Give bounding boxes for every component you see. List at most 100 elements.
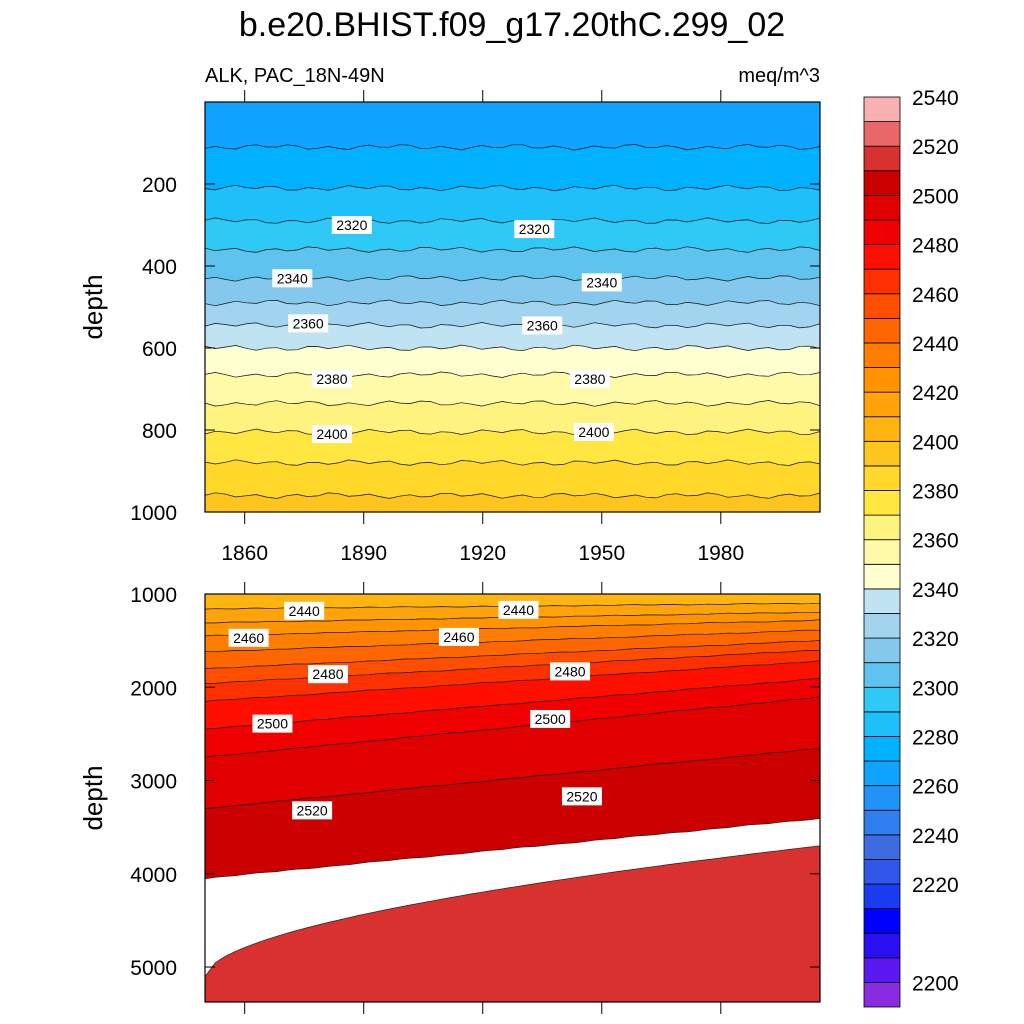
contour-label: 2320 (331, 216, 372, 234)
x-tick-label: 1890 (340, 542, 387, 565)
colorbar-swatch (863, 317, 901, 344)
contour-label-text: 2320 (519, 221, 550, 237)
contour-label-text: 2480 (554, 663, 585, 679)
colorbar-label: 2300 (912, 677, 959, 700)
contour-label: 2500 (252, 714, 293, 733)
contour-label-text: 2400 (316, 426, 347, 442)
contour-band (205, 845, 820, 1002)
colorbar-swatch (863, 613, 901, 639)
colorbar-swatch (863, 834, 901, 860)
contour-band (205, 371, 820, 407)
chart-subtitle-left: ALK, PAC_18N-49N (205, 65, 385, 87)
colorbar-label: 2480 (912, 235, 959, 258)
colorbar-label: 2320 (912, 628, 959, 651)
colorbar-swatch (863, 957, 901, 983)
colorbar-swatch (863, 121, 901, 147)
y-tick-label: 600 (142, 338, 177, 361)
contour-label: 2520 (561, 787, 602, 806)
colorbar-swatch (863, 588, 901, 614)
contour-label-text: 2380 (316, 371, 347, 387)
colorbar-swatch (863, 637, 901, 664)
contour-band (205, 184, 820, 224)
colorbar-label: 2500 (912, 185, 959, 208)
contour-label-text: 2320 (336, 217, 367, 233)
y-tick-label: 3000 (130, 771, 177, 794)
lower-depth-panel: 2440 2440 2460 2460 2480 2480 2500 2500 2520 2520… (78, 582, 821, 1014)
colorbar-swatch (863, 194, 901, 221)
colorbar-swatch (863, 563, 901, 590)
colorbar-label: 2460 (912, 284, 959, 307)
colorbar-swatch (863, 686, 901, 713)
contour-label: 2460 (438, 627, 479, 646)
colorbar-label: 2240 (912, 825, 959, 848)
contour-label: 2440 (284, 601, 325, 620)
contour-label-text: 2520 (566, 788, 597, 804)
contour-label: 2460 (228, 628, 269, 647)
colorbar-label: 2420 (912, 382, 959, 405)
colorbar-swatch (863, 342, 901, 368)
x-tick-label: 1920 (459, 542, 506, 565)
contour-label-text: 2480 (312, 666, 343, 682)
y-tick-label: 1000 (130, 502, 177, 525)
colorbar-swatch (863, 391, 901, 418)
x-tick-label: 1980 (697, 542, 744, 565)
contour-label: 2480 (550, 662, 591, 681)
contour-label-text: 2520 (297, 802, 328, 818)
colorbar-swatch (863, 982, 901, 1008)
contour-label: 2480 (308, 665, 348, 684)
contour-band (205, 400, 820, 436)
colorbar-swatch (863, 490, 901, 516)
contour-label-text: 2400 (578, 424, 609, 440)
contour-label: 2340 (581, 273, 622, 292)
colorbar-swatch (863, 293, 901, 319)
colorbar-label: 2260 (912, 776, 959, 799)
contour-field (205, 594, 820, 1002)
y-tick-label: 200 (142, 174, 177, 197)
colorbar-swatch (863, 809, 901, 836)
y-tick-label: 5000 (130, 957, 177, 980)
contour-band (205, 748, 820, 880)
colorbar-swatch (863, 96, 901, 122)
contour-label: 2360 (288, 314, 329, 333)
contour-band (205, 217, 820, 253)
contour-label-text: 2380 (574, 371, 605, 387)
colorbar-swatch (863, 244, 901, 270)
contour-label: 2440 (498, 600, 539, 619)
contour-field (205, 102, 820, 512)
contour-label: 2340 (272, 269, 313, 288)
colorbar-swatch (863, 883, 901, 910)
colorbar-swatch (863, 514, 901, 541)
colorbar-label: 2520 (912, 136, 959, 159)
contour-label: 2520 (292, 801, 333, 820)
contour-band (205, 459, 820, 499)
colorbar-swatch (863, 219, 901, 245)
contour-label-text: 2500 (257, 716, 288, 732)
contour-label-text: 2340 (277, 270, 308, 286)
colorbar-label: 2220 (912, 874, 959, 897)
contour-band (205, 492, 820, 512)
upper-depth-panel: 2320 2320 2340 2340 2360 2360 2380 2380 2400 2400… (78, 90, 821, 565)
contour-label: 2400 (311, 425, 352, 444)
colorbar-label: 2380 (912, 481, 959, 504)
y-tick-label: 2000 (130, 677, 177, 700)
contour-label-text: 2360 (527, 317, 558, 333)
contour-label-text: 2360 (293, 315, 324, 331)
y-tick-label: 4000 (130, 864, 177, 887)
plot-frame (204, 101, 821, 513)
colorbar-swatch (863, 170, 901, 196)
colorbar-label: 2400 (912, 431, 959, 454)
x-tick-label: 1860 (221, 542, 268, 565)
colorbar-swatch (863, 367, 901, 393)
contour-label: 2400 (573, 423, 614, 442)
colorbar-swatch (863, 785, 901, 811)
colorbar-swatch (863, 416, 901, 442)
colorbar-swatch (863, 539, 901, 565)
colorbar-label: 2340 (912, 579, 959, 602)
colorbar-label: 2280 (912, 726, 959, 749)
colorbar-label: 2360 (912, 530, 959, 553)
colorbar-swatch (863, 760, 901, 787)
contour-label: 2320 (514, 220, 555, 239)
colorbar-swatch (863, 711, 901, 737)
y-tick-label: 400 (142, 256, 177, 279)
